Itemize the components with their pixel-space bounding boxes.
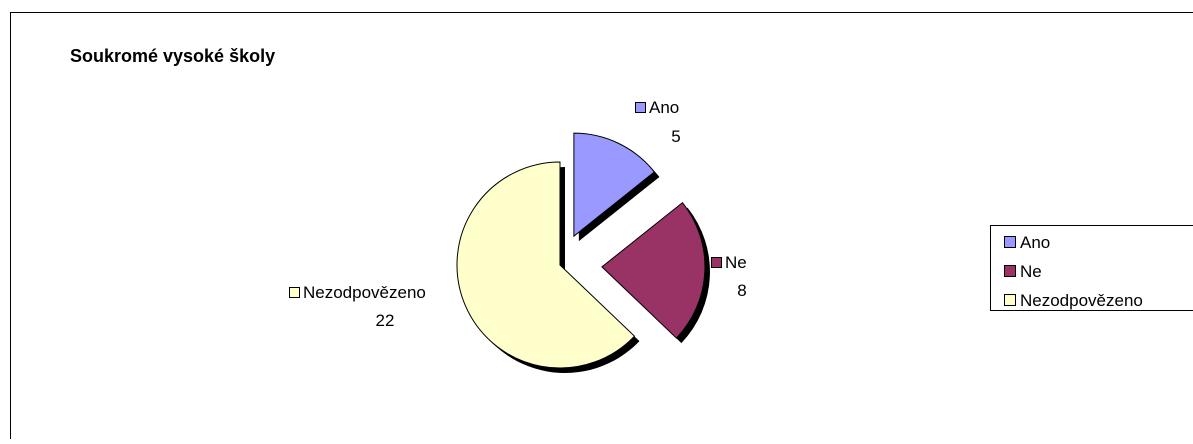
legend-swatch: [1005, 295, 1016, 306]
data-label-name: Ne: [725, 253, 747, 272]
data-label-value: 22: [376, 311, 395, 330]
legend-swatch: [1005, 237, 1016, 248]
legend-label: Nezodpovězeno: [1020, 291, 1143, 310]
data-label-value: 5: [671, 127, 680, 146]
legend-swatch: [1005, 266, 1016, 277]
label-swatch: [712, 258, 722, 268]
data-label-name: Nezodpovězeno: [303, 283, 426, 302]
legend-label: Ne: [1020, 262, 1042, 281]
label-swatch: [636, 103, 646, 113]
data-label-name: Ano: [649, 98, 679, 117]
data-label-value: 8: [737, 281, 746, 300]
legend-label: Ano: [1020, 233, 1050, 252]
chart-title: Soukromé vysoké školy: [70, 46, 275, 66]
label-swatch: [290, 288, 300, 298]
